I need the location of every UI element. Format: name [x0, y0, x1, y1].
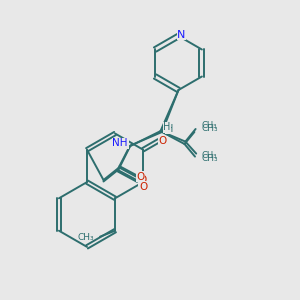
Text: NH: NH — [112, 138, 128, 148]
Text: O: O — [136, 172, 145, 182]
Text: CH₃: CH₃ — [201, 122, 217, 130]
Text: O: O — [139, 182, 147, 192]
Text: O: O — [138, 175, 146, 185]
Text: H: H — [164, 122, 171, 133]
Text: O: O — [159, 136, 167, 146]
Text: CH₃: CH₃ — [201, 124, 217, 134]
Text: NH: NH — [112, 138, 128, 148]
Text: H: H — [166, 124, 173, 134]
Text: CH₃: CH₃ — [202, 151, 217, 160]
Text: N: N — [177, 29, 186, 40]
Text: CH₃: CH₃ — [202, 154, 218, 163]
Text: CH₃: CH₃ — [77, 233, 94, 242]
